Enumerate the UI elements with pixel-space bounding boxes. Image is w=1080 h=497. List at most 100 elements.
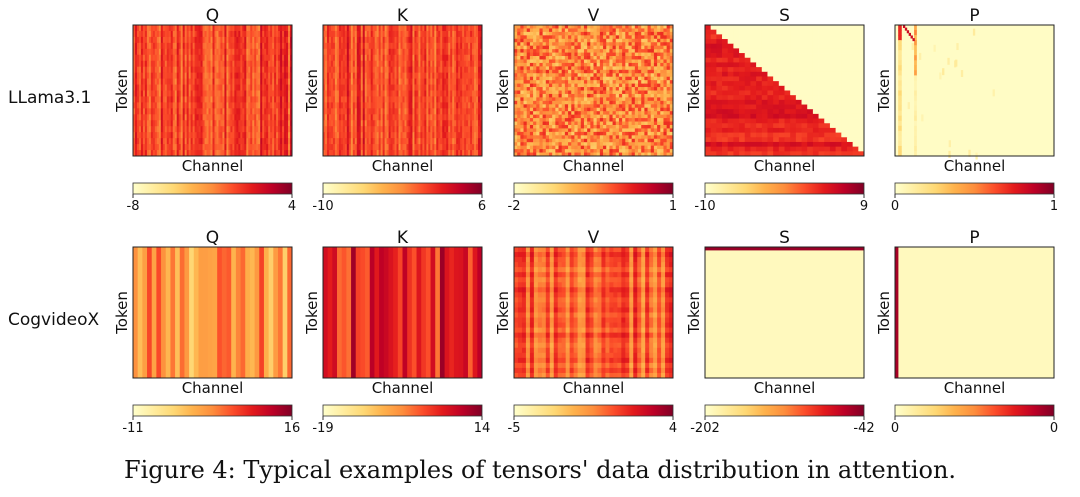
- heatmap-cell: [436, 42, 439, 50]
- heatmap-cell: [590, 111, 594, 116]
- heatmap-cell: [542, 73, 547, 78]
- heatmap-cell: [180, 96, 184, 103]
- heatmap-cell: [657, 76, 661, 81]
- heatmap-cell: [574, 90, 578, 95]
- heatmap-cell: [150, 84, 154, 91]
- heatmap-cell: [284, 114, 287, 121]
- heatmap-cell: [545, 73, 550, 78]
- heatmap-cell: [232, 72, 235, 79]
- heatmap-cell: [606, 87, 610, 91]
- heatmap-cell: [596, 111, 601, 116]
- heatmap-cell: [448, 36, 451, 44]
- heatmap-cell: [238, 108, 241, 115]
- heatmap-cell: [192, 72, 196, 79]
- heatmap-cell: [372, 72, 376, 79]
- heatmap-cell: [290, 72, 293, 79]
- heatmap-cell: [458, 42, 461, 50]
- heatmap-cell: [596, 83, 601, 88]
- heatmap-cell: [204, 132, 207, 139]
- heatmap-cell: [410, 60, 413, 68]
- heatmap-cell: [370, 84, 374, 91]
- heatmap-cell: [462, 126, 465, 133]
- heatmap-cell: [352, 72, 356, 79]
- heatmap-cell: [638, 52, 642, 57]
- heatmap-cell: [184, 78, 188, 85]
- heatmap-cell: [418, 48, 421, 56]
- heatmap-cell: [555, 100, 559, 105]
- heatmap-cell: [188, 90, 192, 97]
- heatmap-cell: [542, 93, 547, 98]
- heatmap-cell: [270, 72, 273, 79]
- heatmap-cell: [606, 66, 610, 71]
- heatmap-cell: [596, 35, 601, 40]
- heatmap-cell: [204, 72, 207, 79]
- heatmap-cell: [326, 132, 330, 139]
- heatmap-cell: [384, 150, 387, 157]
- heatmap-cell: [474, 66, 477, 74]
- heatmap-cell: [438, 114, 441, 121]
- heatmap-cell: [352, 36, 356, 44]
- heatmap-cell: [268, 84, 271, 91]
- heatmap-cell: [612, 97, 617, 102]
- heatmap-cell: [660, 69, 664, 74]
- heatmap-cell: [194, 84, 197, 91]
- heatmap-cell: [323, 42, 326, 50]
- heatmap-cell: [545, 114, 550, 119]
- heatmap-cell: [224, 72, 227, 79]
- heatmap-cell: [603, 52, 607, 57]
- heatmap-cell: [571, 80, 575, 85]
- heatmap-cell: [174, 138, 178, 145]
- heatmap-cell: [156, 42, 160, 50]
- heatmap-cell: [618, 69, 623, 74]
- heatmap-cell: [358, 54, 362, 62]
- heatmap-cell: [558, 76, 563, 81]
- heatmap-cell: [660, 66, 664, 71]
- heatmap-cell: [254, 25, 257, 32]
- heatmap-cell: [260, 150, 263, 157]
- heatmap-cell: [396, 60, 399, 68]
- heatmap-cell: [653, 114, 658, 119]
- heatmap-cell: [574, 121, 578, 126]
- heatmap-cell: [224, 90, 227, 97]
- heatmap-cell: [240, 144, 243, 151]
- heatmap-cell: [669, 121, 674, 126]
- heatmap-cell: [536, 62, 540, 67]
- heatmap-cell: [666, 104, 671, 109]
- heatmap-cell: [390, 42, 393, 50]
- heatmap-cell: [558, 56, 563, 60]
- heatmap-cell: [398, 42, 401, 50]
- heatmap-cell: [366, 30, 370, 38]
- heatmap-cell: [577, 69, 582, 74]
- heatmap-cell: [663, 59, 668, 64]
- heatmap-cell: [184, 30, 188, 38]
- heatmap-cell: [394, 132, 397, 139]
- heatmap-cell: [254, 132, 257, 139]
- heatmap-cell: [280, 66, 283, 74]
- heatmap-cell: [176, 42, 180, 50]
- heatmap-cell: [622, 83, 626, 88]
- heatmap-cell: [376, 66, 380, 74]
- heatmap-cell: [641, 107, 645, 112]
- heatmap-cell: [264, 60, 267, 68]
- heatmap-cell: [412, 25, 415, 32]
- heatmap-cell: [340, 84, 344, 91]
- heatmap-cell: [545, 35, 550, 40]
- heatmap-cell: [252, 54, 255, 62]
- heatmap-cell: [412, 48, 415, 56]
- heatmap-cell: [202, 78, 205, 85]
- heatmap-cell: [186, 108, 190, 115]
- heatmap-cell: [404, 66, 407, 74]
- heatmap-cell: [568, 25, 572, 29]
- heatmap-cell: [452, 66, 455, 74]
- heatmap-cell: [194, 102, 197, 109]
- heatmap-cell: [284, 144, 287, 151]
- heatmap-cell: [136, 96, 140, 103]
- heatmap-cell: [615, 66, 620, 71]
- heatmap-cell: [260, 30, 263, 38]
- heatmap-cell: [464, 120, 467, 127]
- heatmap-cell: [452, 25, 455, 32]
- heatmap-cell: [452, 96, 455, 103]
- heatmap-cell: [258, 78, 261, 85]
- heatmap-cell: [218, 30, 221, 38]
- heatmap-cell: [288, 126, 291, 133]
